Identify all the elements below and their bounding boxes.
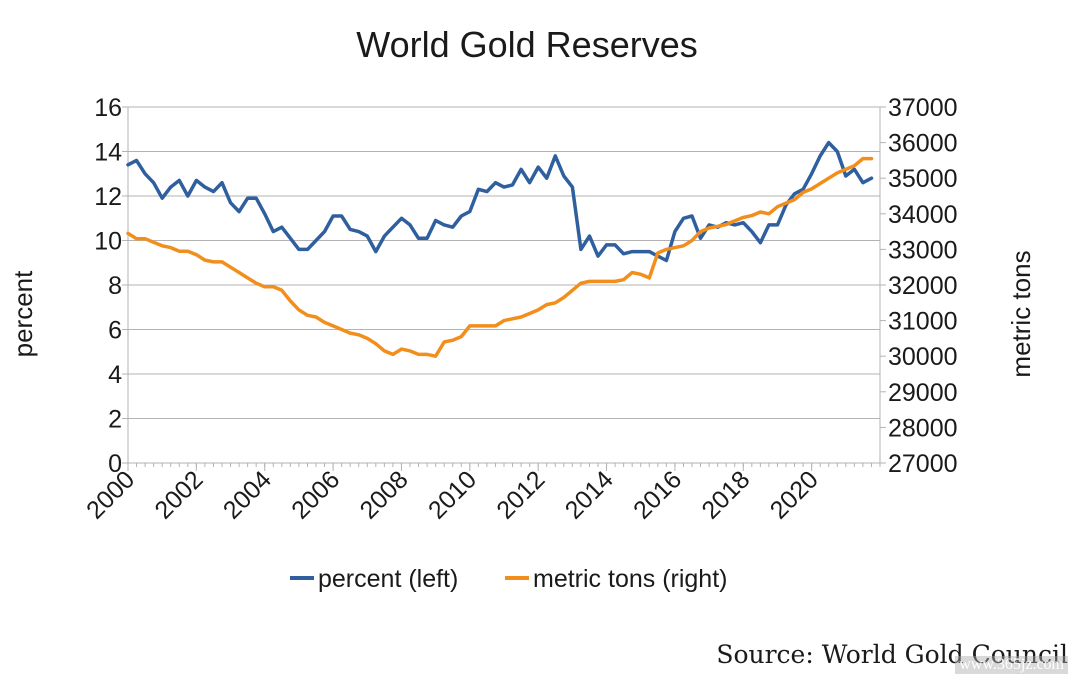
left-tick-label: 10 <box>94 228 122 256</box>
x-tick-label: 2010 <box>423 465 482 524</box>
series-line-percent <box>126 140 874 263</box>
watermark: www.365jz.com <box>955 656 1068 674</box>
left-tick-label: 2 <box>108 406 122 434</box>
left-tick-label: 16 <box>94 94 122 122</box>
gridlines <box>128 106 880 464</box>
left-tick-label: 8 <box>108 272 122 300</box>
x-tick-label: 2006 <box>286 465 345 524</box>
right-tick-label: 34000 <box>888 201 958 229</box>
x-tick-label: 2002 <box>149 465 208 524</box>
x-axis-ticks: 2000 2002 2004 2006 2008 2010 2012 2014 2016 2018… <box>81 465 824 524</box>
left-axis-label: percent <box>8 270 38 357</box>
x-tick-label: 2018 <box>696 465 755 524</box>
right-tick-label: 36000 <box>888 130 958 158</box>
left-tick-label: 14 <box>94 139 122 167</box>
right-tick-label: 30000 <box>888 343 958 371</box>
right-tick-label: 27000 <box>888 450 958 478</box>
legend: percent (left) metric tons (right) <box>290 565 727 593</box>
x-tick-label: 2016 <box>628 465 687 524</box>
left-tick-label: 0 <box>108 450 122 478</box>
series-lines <box>126 140 874 358</box>
x-tick-label: 2020 <box>765 465 824 524</box>
right-tick-label: 35000 <box>888 165 958 193</box>
right-tick-label: 32000 <box>888 272 958 300</box>
x-tick-label: 2000 <box>81 465 140 524</box>
right-tick-label: 37000 <box>888 94 958 122</box>
x-tick-label: 2008 <box>355 465 414 524</box>
right-tick-label: 33000 <box>888 236 958 264</box>
right-tick-label: 31000 <box>888 308 958 336</box>
legend-label-metric-tons: metric tons (right) <box>533 565 727 593</box>
axes <box>122 106 886 471</box>
right-axis-label: metric tons <box>1006 250 1036 377</box>
x-tick-label: 2014 <box>560 465 619 524</box>
right-axis-ticks: 27000 28000 29000 30000 31000 32000 33000 34000… <box>888 94 958 478</box>
left-tick-label: 6 <box>108 317 122 345</box>
chart-title: World Gold Reserves <box>356 24 697 65</box>
x-tick-label: 2012 <box>491 465 550 524</box>
left-tick-label: 12 <box>94 183 122 211</box>
legend-label-percent: percent (left) <box>318 565 458 593</box>
source-note: Source: World Gold Council <box>716 640 1068 669</box>
right-tick-label: 29000 <box>888 379 958 407</box>
series-line-metric-tons <box>126 156 874 358</box>
left-tick-label: 4 <box>108 361 122 389</box>
left-axis-ticks: 0 2 4 6 8 10 12 14 16 <box>94 94 122 478</box>
x-tick-label: 2004 <box>218 465 277 524</box>
right-tick-label: 28000 <box>888 414 958 442</box>
